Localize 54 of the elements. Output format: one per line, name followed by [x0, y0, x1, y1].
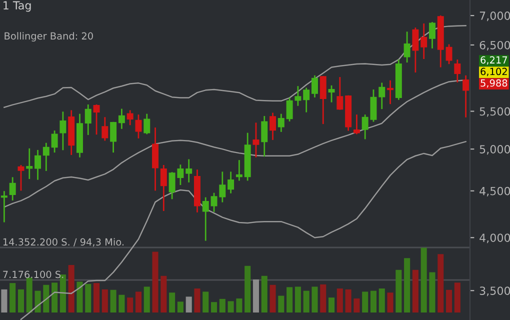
- ref-line-label: 7.176.100 S.: [3, 270, 64, 278]
- text: Bollinger Band: 20: [4, 32, 93, 42]
- candlestick: [328, 85, 335, 102]
- y-tick-label: 5,000: [480, 145, 510, 155]
- y-tick-label: 5,500: [480, 107, 510, 117]
- candlestick: [420, 23, 428, 60]
- y-tick-label: 3,500: [480, 286, 510, 296]
- y-tick-label: 4,500: [480, 186, 510, 196]
- ref-line-label: 14.352.200 S. / 94,3 Mio.: [3, 238, 124, 247]
- candlestick: [278, 114, 284, 132]
- candlestick: [387, 80, 394, 104]
- candlestick: [404, 32, 410, 62]
- candlestick: [84, 104, 92, 135]
- candlestick: [412, 28, 419, 72]
- candlestick: [252, 122, 260, 158]
- candlestick: [186, 159, 192, 182]
- candlestick: [261, 116, 268, 157]
- candlestick: [42, 142, 50, 171]
- candlestick: [144, 114, 150, 134]
- y-tick-label: 7,000: [480, 12, 510, 22]
- candlestick: [26, 148, 33, 179]
- candlestick: [270, 112, 276, 140]
- text: 5,988: [480, 79, 508, 88]
- candlestick: [336, 77, 344, 110]
- candlestick: [353, 114, 360, 134]
- candlestick: [118, 108, 125, 129]
- candlestick: [236, 160, 242, 181]
- chart-title: 1 Tag: [4, 1, 31, 12]
- text: 6,217: [480, 56, 507, 65]
- text: 6,102: [480, 68, 507, 76]
- candlestick: [454, 60, 461, 82]
- candlestick: [0, 191, 8, 222]
- candlestick: [9, 177, 16, 200]
- candlestick: [34, 150, 42, 180]
- candlestick: [93, 104, 100, 135]
- candlestick: [228, 172, 234, 194]
- candlestick: [378, 82, 386, 110]
- candlestick: [102, 117, 108, 141]
- y-tick-label: 4,000: [480, 234, 510, 244]
- candlestick: [135, 114, 142, 138]
- candlestick: [110, 122, 117, 153]
- candlestick: [202, 197, 209, 241]
- candlestick: [160, 164, 167, 211]
- y-tick-label: 6,500: [480, 40, 510, 50]
- candlestick: [126, 110, 134, 126]
- candlestick: [60, 112, 66, 150]
- candlestick: [446, 44, 452, 64]
- candlestick: [320, 76, 326, 124]
- candlestick: [51, 130, 58, 153]
- candlestick: [303, 88, 310, 112]
- candlestick: [152, 128, 159, 191]
- candlestick: [428, 22, 436, 48]
- candlestick: [18, 164, 24, 191]
- candlestick: [311, 75, 318, 98]
